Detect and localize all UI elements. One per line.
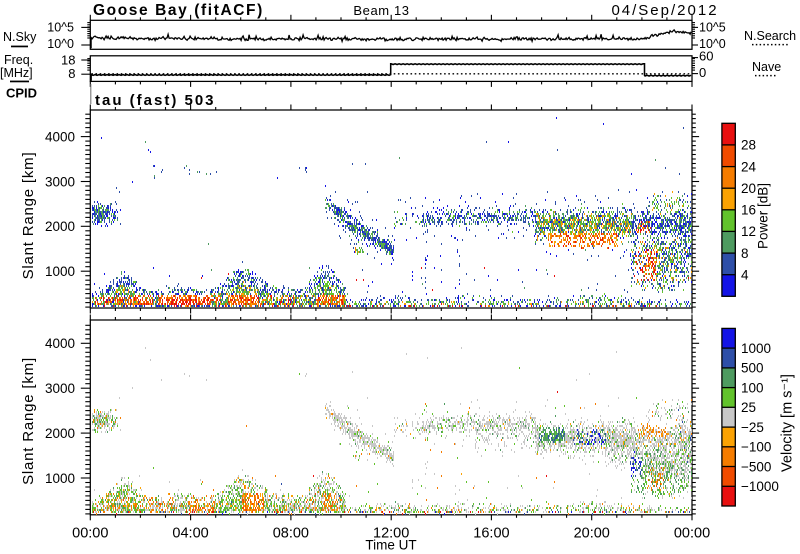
svg-text:00:00: 00:00 [674, 525, 710, 541]
svg-text:10^5: 10^5 [699, 20, 726, 34]
svg-text:Freq.: Freq. [4, 53, 33, 67]
svg-text:10^0: 10^0 [699, 37, 726, 51]
svg-text:Goose Bay (fitACF): Goose Bay (fitACF) [93, 2, 264, 19]
svg-text:Slant Range [km]: Slant Range [km] [20, 357, 37, 485]
svg-text:−1000: −1000 [741, 479, 779, 494]
svg-text:1000: 1000 [45, 471, 75, 486]
svg-text:3000: 3000 [45, 174, 75, 189]
svg-text:tau (fast) 503: tau (fast) 503 [95, 92, 216, 109]
svg-text:12: 12 [741, 224, 756, 239]
svg-text:Beam 13: Beam 13 [353, 3, 409, 18]
svg-text:12:00: 12:00 [373, 525, 409, 541]
svg-text:20: 20 [741, 181, 756, 196]
svg-text:04:00: 04:00 [172, 525, 208, 541]
svg-text:25: 25 [741, 400, 756, 415]
svg-text:Nave: Nave [752, 60, 781, 74]
svg-text:60: 60 [699, 49, 713, 64]
svg-text:00:00: 00:00 [72, 525, 108, 541]
svg-text:CPID: CPID [6, 86, 37, 101]
svg-text:16:00: 16:00 [473, 525, 509, 541]
svg-text:100: 100 [741, 380, 764, 395]
svg-text:8: 8 [68, 66, 75, 81]
svg-text:0: 0 [699, 65, 706, 80]
svg-text:N.Search: N.Search [744, 29, 796, 43]
svg-text:28: 28 [741, 138, 756, 153]
svg-text:N.Sky: N.Sky [3, 30, 37, 44]
svg-text:4000: 4000 [45, 336, 75, 351]
svg-text:1000: 1000 [741, 341, 771, 356]
svg-text:08:00: 08:00 [273, 525, 309, 541]
svg-text:Velocity [m s⁻¹]: Velocity [m s⁻¹] [780, 374, 796, 472]
svg-text:Power [dB]: Power [dB] [756, 183, 771, 249]
svg-text:2000: 2000 [45, 426, 75, 441]
svg-text:2000: 2000 [45, 219, 75, 234]
svg-text:8: 8 [741, 246, 749, 261]
svg-text:Slant Range [km]: Slant Range [km] [20, 152, 37, 280]
svg-text:Time UT: Time UT [365, 538, 416, 553]
svg-text:04/Sep/2012: 04/Sep/2012 [611, 2, 718, 19]
svg-text:−500: −500 [741, 459, 771, 474]
svg-text:500: 500 [741, 361, 764, 376]
svg-text:10^5: 10^5 [47, 20, 74, 34]
svg-text:1000: 1000 [45, 264, 75, 279]
svg-text:18: 18 [61, 53, 75, 68]
svg-text:−25: −25 [741, 420, 764, 435]
svg-text:24: 24 [741, 159, 757, 174]
svg-text:16: 16 [741, 203, 756, 218]
svg-text:4000: 4000 [45, 129, 75, 144]
svg-text:4: 4 [741, 267, 749, 282]
svg-text:20:00: 20:00 [574, 525, 610, 541]
svg-text:3000: 3000 [45, 381, 75, 396]
svg-text:−100: −100 [741, 440, 771, 455]
svg-text:10^0: 10^0 [47, 37, 74, 51]
svg-text:[MHz]: [MHz] [0, 66, 33, 80]
